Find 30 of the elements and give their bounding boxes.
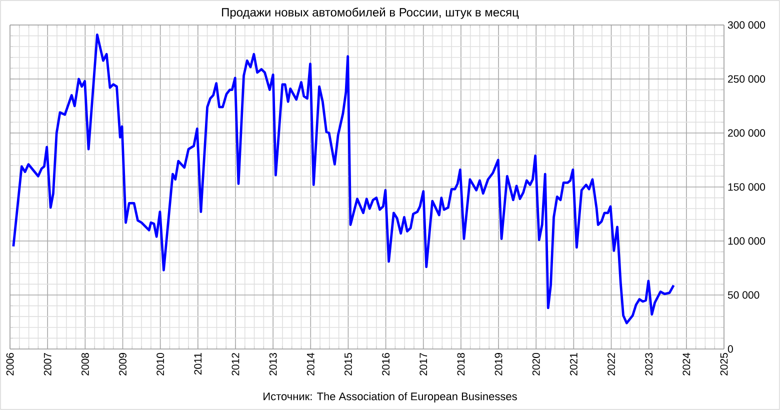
y-tick-label: 200 000 [728,129,766,137]
x-tick-label: 2020 [532,352,540,376]
y-tick-label: 150 000 [728,183,766,191]
y-tick-label: 0 [728,345,733,353]
x-tick-label: 2012 [232,353,240,376]
y-tick-label: 250 000 [728,75,766,83]
text: Источник: The Association of European Businesses [264,392,517,402]
x-tick-label: 2022 [608,353,615,376]
x-tick-label: 2014 [306,352,314,376]
x-tick-label: 2008 [81,352,89,376]
x-tick-label: 2017 [420,353,428,376]
line-series [12,34,675,324]
x-tick-label: 2023 [645,352,653,376]
x-tick-label: 2007 [44,353,52,376]
x-tick-label: 2019 [494,353,502,376]
x-tick-label: 2018 [457,352,465,376]
y-tick-label: 50 000 [728,291,760,299]
x-tick-label: 2016 [382,352,390,376]
chart-title: Продажи новых автомобилей в России, штук в месяц [222,8,519,19]
x-tick-label: 2010 [156,352,164,376]
x-tick-label: 2009 [119,353,126,376]
x-tick-label: 2021 [570,353,578,376]
x-tick-label: 2011 [194,353,202,375]
y-tick-label: 100 000 [728,237,766,245]
x-tick-label: 2024 [682,352,690,376]
y-tick-label: 300 000 [728,21,766,29]
x-tick-label: 2013 [269,352,277,376]
x-tick-label: 2025 [720,352,728,376]
x-tick-label: 2015 [344,352,352,376]
x-tick-label: 2006 [6,352,14,376]
